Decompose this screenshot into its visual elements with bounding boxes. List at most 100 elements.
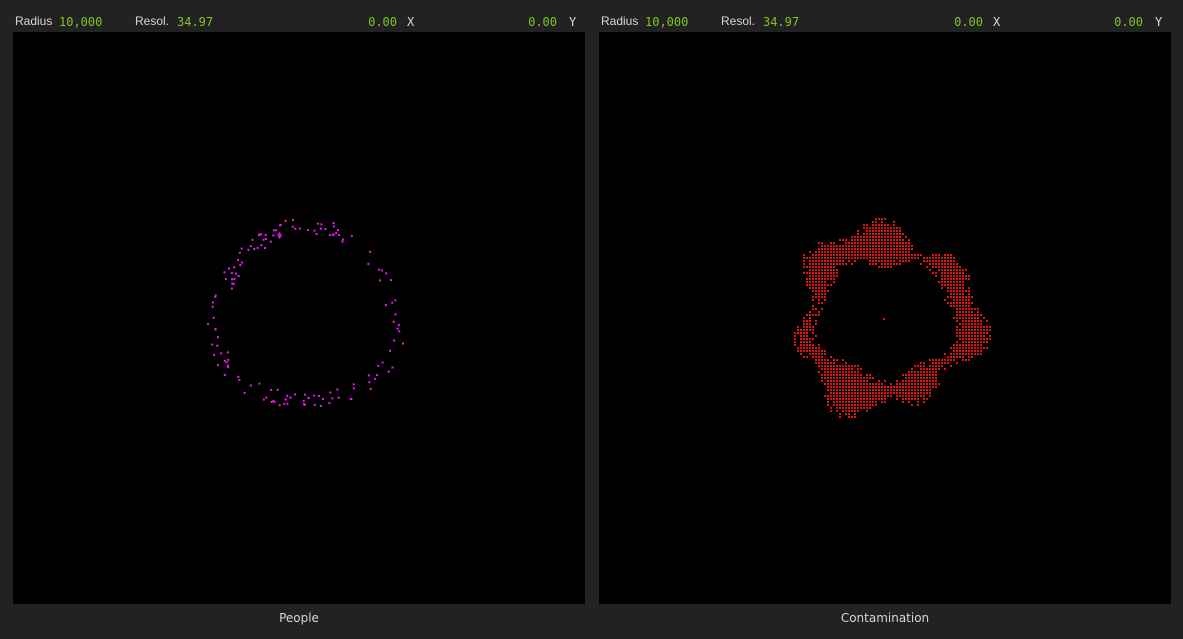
contamination-cell	[941, 275, 943, 277]
contamination-cell	[881, 239, 883, 241]
contamination-cell	[845, 251, 847, 253]
contamination-cell	[959, 272, 961, 274]
people-map-canvas[interactable]	[13, 32, 585, 604]
contamination-cell	[944, 257, 946, 259]
contamination-cell	[908, 260, 910, 262]
contamination-cell	[857, 239, 859, 241]
contamination-cell	[968, 293, 970, 295]
contamination-cell	[839, 386, 841, 388]
contamination-cell	[887, 251, 889, 253]
contamination-cell	[908, 254, 910, 256]
contamination-cell	[962, 290, 964, 292]
contamination-cell	[839, 416, 841, 418]
contamination-cell	[821, 245, 823, 247]
contamination-cell	[944, 362, 946, 364]
contamination-cell	[830, 263, 832, 265]
contamination-cell	[869, 242, 871, 244]
contamination-cell	[977, 326, 979, 328]
contamination-cell	[896, 398, 898, 400]
contamination-cell	[974, 308, 976, 310]
contamination-cell	[926, 386, 928, 388]
contamination-cell	[962, 323, 964, 325]
contamination-cell	[911, 380, 913, 382]
contamination-cell	[860, 374, 862, 376]
contamination-cell	[974, 323, 976, 325]
contamination-cell	[818, 365, 820, 367]
person-dot	[328, 234, 331, 237]
contamination-cell	[890, 386, 892, 388]
person-dot	[272, 400, 275, 403]
contamination-cell	[833, 362, 835, 364]
contamination-cell	[878, 392, 880, 394]
contamination-cell	[848, 257, 850, 259]
contamination-cell	[875, 386, 877, 388]
contamination-cell	[821, 350, 823, 352]
contamination-cell	[866, 389, 868, 391]
contamination-cell	[893, 251, 895, 253]
person-dot	[286, 402, 289, 405]
contamination-cell	[869, 407, 871, 409]
radius-label: Radius	[15, 14, 53, 28]
contamination-cell	[938, 266, 940, 268]
contamination-cell	[845, 362, 847, 364]
contamination-cell	[806, 320, 808, 322]
contamination-cell	[968, 356, 970, 358]
contamination-cell	[857, 233, 859, 235]
contamination-cell	[815, 335, 817, 337]
contamination-cell	[875, 392, 877, 394]
contamination-cell	[866, 248, 868, 250]
contamination-cell	[815, 290, 817, 292]
contamination-cell	[929, 269, 931, 271]
contamination-cell	[938, 269, 940, 271]
contamination-cell	[854, 380, 856, 382]
contamination-cell	[944, 272, 946, 274]
contamination-cell	[917, 386, 919, 388]
contamination-cell	[851, 365, 853, 367]
contamination-cell	[818, 302, 820, 304]
contamination-cell	[914, 386, 916, 388]
contamination-cell	[797, 347, 799, 349]
contamination-cell	[824, 263, 826, 265]
contamination-cell	[893, 263, 895, 265]
contamination-cell	[932, 254, 934, 256]
contamination-cell	[815, 254, 817, 256]
contamination-cell	[824, 353, 826, 355]
contamination-cell	[956, 350, 958, 352]
contamination-cell	[959, 266, 961, 268]
contamination-cell	[890, 389, 892, 391]
contamination-cell	[869, 377, 871, 379]
contamination-cell	[809, 329, 811, 331]
contamination-map-canvas[interactable]	[599, 32, 1171, 604]
contamination-cell	[863, 224, 865, 226]
contamination-cell	[980, 323, 982, 325]
contamination-cell	[827, 380, 829, 382]
contamination-cell	[830, 242, 832, 244]
contamination-cell	[914, 377, 916, 379]
contamination-cell	[980, 329, 982, 331]
contamination-cell	[851, 263, 853, 265]
contamination-cell	[884, 245, 886, 247]
contamination-cell	[884, 401, 886, 403]
contamination-cell	[857, 245, 859, 247]
contamination-cell	[884, 266, 886, 268]
contamination-cell	[980, 347, 982, 349]
contamination-cell	[953, 350, 955, 352]
contamination-cell	[983, 326, 985, 328]
contamination-cell	[926, 389, 928, 391]
contamination-cell	[962, 356, 964, 358]
contamination-cell	[848, 392, 850, 394]
contamination-cell	[863, 248, 865, 250]
contamination-cell	[956, 302, 958, 304]
contamination-cell	[956, 332, 958, 334]
contamination-cell	[914, 371, 916, 373]
contamination-cell	[833, 386, 835, 388]
contamination-cell	[890, 233, 892, 235]
contamination-cell	[812, 266, 814, 268]
contamination-cell	[857, 410, 859, 412]
contamination-cell	[812, 308, 814, 310]
contamination-cell	[890, 263, 892, 265]
person-dot	[376, 374, 379, 377]
contamination-cell	[839, 245, 841, 247]
contamination-cell	[962, 341, 964, 343]
contamination-cell	[917, 380, 919, 382]
